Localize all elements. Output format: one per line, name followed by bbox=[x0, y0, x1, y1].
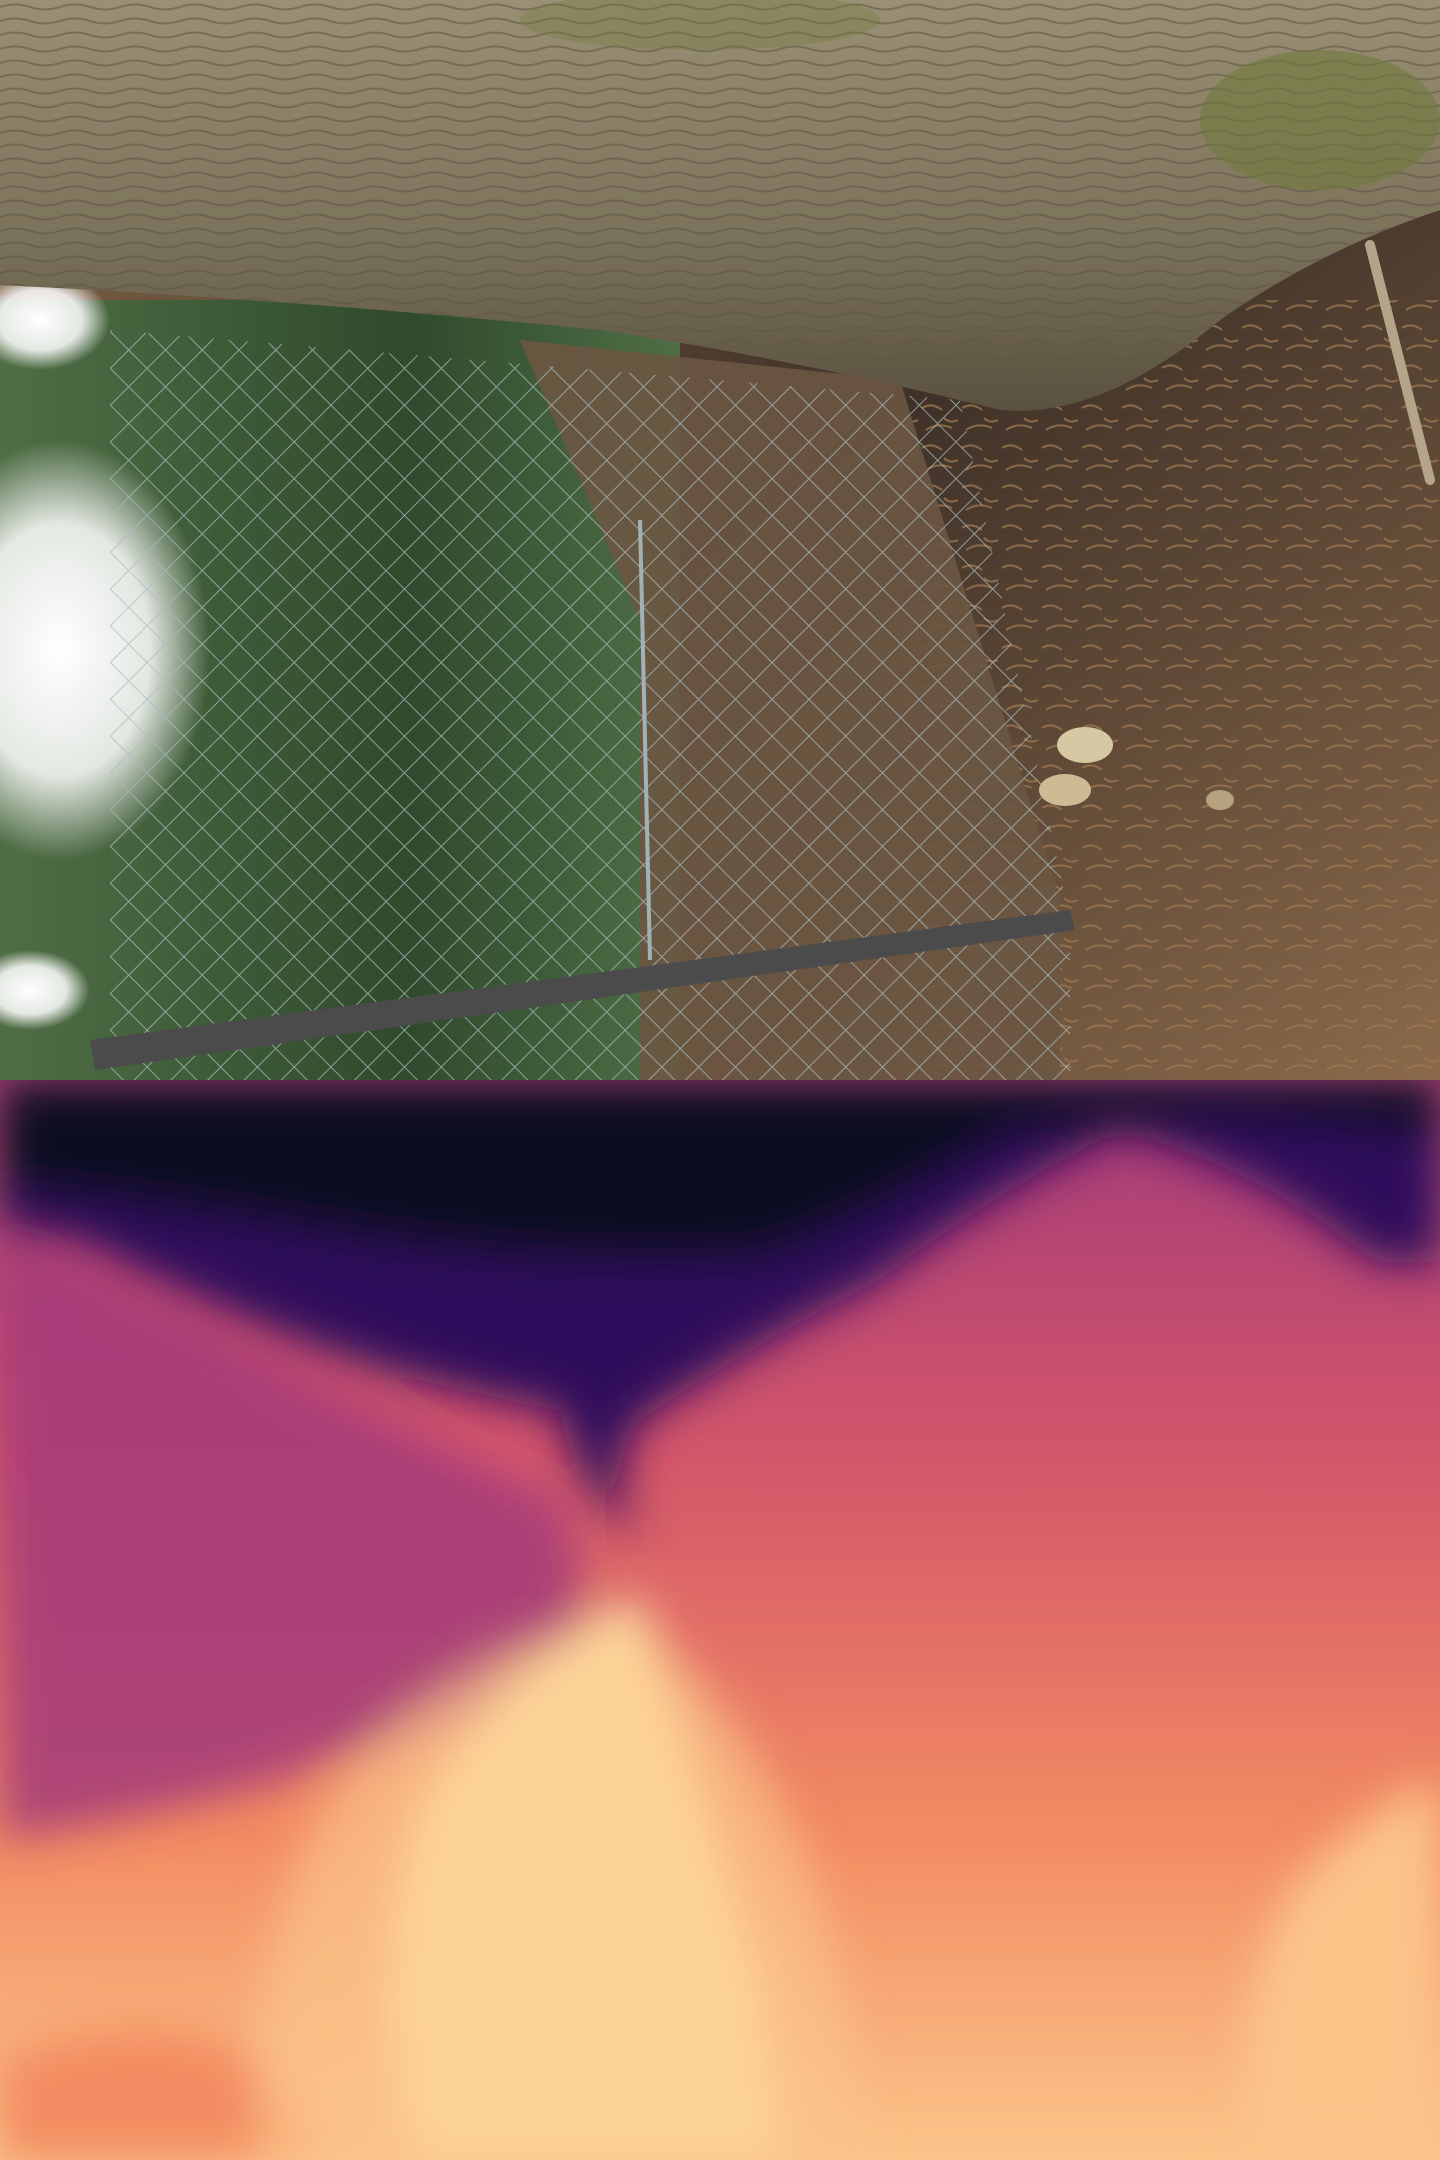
bark-texture bbox=[0, 0, 1440, 411]
sky-glare-bottom bbox=[0, 950, 90, 1030]
fallen-leaf bbox=[1206, 790, 1234, 810]
depth-farthest-region bbox=[0, 1080, 1440, 1263]
depth-peach-center bbox=[256, 1620, 861, 2160]
fallen-leaf bbox=[1039, 774, 1091, 806]
depth-near-left bbox=[0, 2028, 320, 2160]
fence-wire-vertical bbox=[638, 519, 652, 961]
chainlink-fence bbox=[110, 330, 1070, 1080]
depth-mid-left bbox=[0, 1240, 580, 1840]
depth-map-image bbox=[0, 1080, 1440, 2160]
photo-image bbox=[0, 0, 1440, 1080]
twig bbox=[1365, 240, 1435, 485]
moss-patch bbox=[520, 0, 880, 50]
sky-glare-small bbox=[0, 270, 110, 370]
photo-panel bbox=[0, 0, 1440, 1080]
fence-rail bbox=[90, 910, 1075, 1070]
depth-near-right bbox=[1245, 1780, 1440, 2160]
moss-patch bbox=[1200, 50, 1440, 190]
depth-map-panel bbox=[0, 1080, 1440, 2160]
fallen-leaf bbox=[1057, 727, 1113, 763]
